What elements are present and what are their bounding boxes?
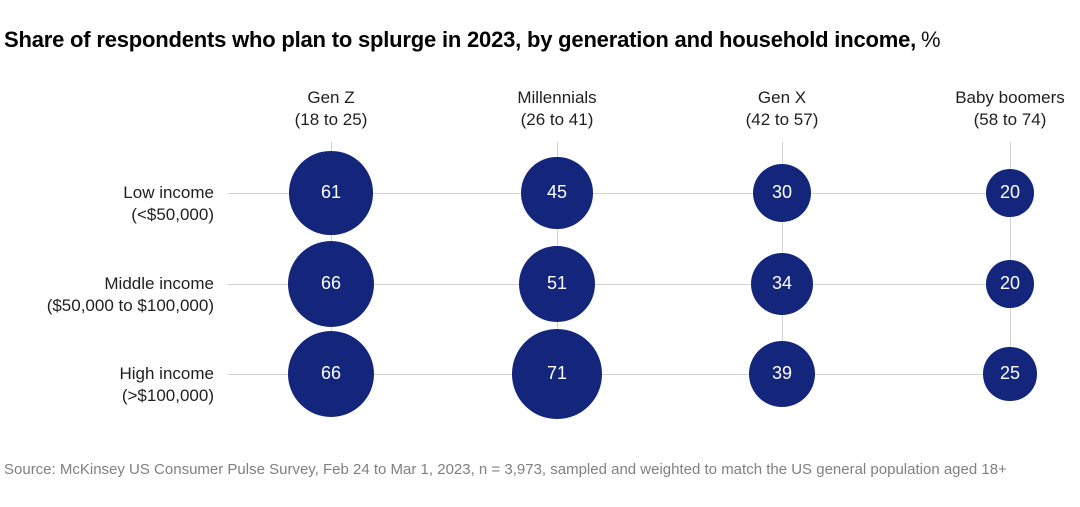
grid-row-line — [228, 192, 1010, 194]
chart-title-text: Share of respondents who plan to splurge… — [4, 27, 917, 52]
row-label: High income (>$100,000) — [0, 363, 215, 407]
row-label: Low income (<$50,000) — [0, 182, 214, 226]
source-note: Source: McKinsey US Consumer Pulse Surve… — [4, 461, 1007, 478]
bubble-value: 66 — [287, 240, 375, 328]
row-label-income-range: (>$100,000) — [121, 386, 214, 405]
chart-title: Share of respondents who plan to splurge… — [4, 27, 941, 53]
bubble-value: 71 — [512, 329, 602, 419]
bubble-value: 66 — [287, 330, 375, 418]
column-header: Gen Z (18 to 25) — [221, 87, 441, 131]
column-header: Baby boomers (58 to 74) — [900, 87, 1080, 131]
column-header-age-range: (18 to 25) — [294, 110, 368, 129]
bubble-value: 34 — [751, 253, 813, 315]
chart-area: Gen Z (18 to 25) Millennials (26 to 41) Gen … — [0, 87, 1080, 419]
column-header-label: Baby boomers — [955, 88, 1065, 107]
row-label-text: High income — [119, 364, 215, 383]
bubble-value: 51 — [519, 246, 595, 322]
bubble-value: 61 — [289, 151, 373, 235]
column-header-label: Gen Z — [307, 88, 355, 107]
bubble-value: 45 — [521, 157, 593, 229]
column-header: Gen X (42 to 57) — [672, 87, 892, 131]
grid-row-line — [228, 373, 1010, 375]
grid-row-line — [228, 283, 1010, 285]
row-label-text: Low income — [123, 183, 214, 202]
column-header-age-range: (42 to 57) — [745, 110, 819, 129]
column-header-age-range: (58 to 74) — [973, 110, 1047, 129]
row-label-income-range: (<$50,000) — [131, 205, 214, 224]
column-header-label: Millennials — [517, 88, 597, 107]
bubble-value: 39 — [748, 340, 816, 408]
row-label-income-range: ($50,000 to $100,000) — [46, 296, 214, 315]
bubble-value: 25 — [983, 347, 1037, 401]
bubble-value: 20 — [986, 169, 1034, 217]
column-header-label: Gen X — [757, 88, 807, 107]
row-label: Middle income ($50,000 to $100,000) — [0, 273, 214, 317]
bubble-value: 30 — [752, 163, 812, 223]
bubble-value: 20 — [986, 260, 1034, 308]
row-label-text: Middle income — [104, 274, 214, 293]
column-header-age-range: (26 to 41) — [520, 110, 594, 129]
chart-title-unit: % — [921, 27, 941, 52]
grid-column-line — [1009, 142, 1011, 374]
column-header: Millennials (26 to 41) — [447, 87, 667, 131]
